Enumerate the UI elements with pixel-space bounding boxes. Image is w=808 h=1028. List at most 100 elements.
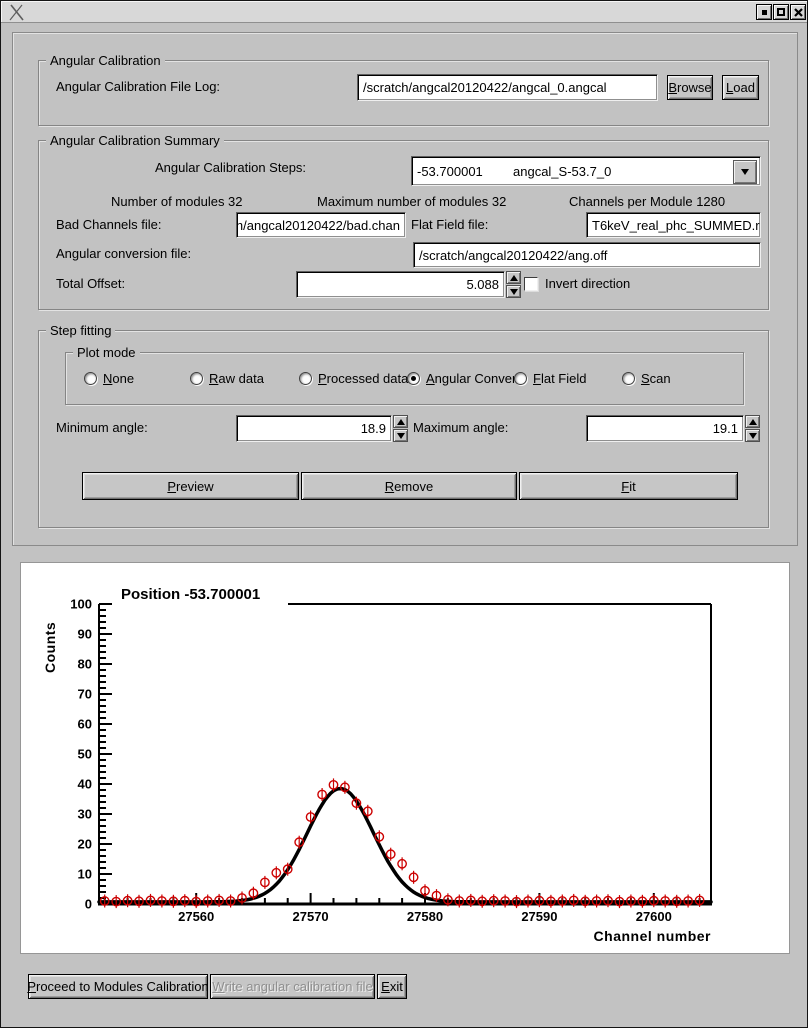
radio-plot-raw-data[interactable]: Raw data bbox=[190, 370, 264, 386]
steps-position-value: -53.700001 bbox=[417, 163, 483, 179]
radio-plot-none[interactable]: None bbox=[84, 370, 134, 386]
flat-field-input[interactable]: T6keV_real_phc_SUMMED.raw bbox=[586, 212, 761, 238]
spin-up-button[interactable] bbox=[393, 415, 408, 428]
close-button[interactable] bbox=[790, 4, 806, 20]
radio-label: Processed data bbox=[318, 370, 409, 386]
radio-plot-scan[interactable]: Scan bbox=[622, 370, 671, 386]
spin-up-button[interactable] bbox=[745, 415, 760, 428]
max-angle-label: Maximum angle: bbox=[413, 420, 509, 435]
group-title: Angular Calibration Summary bbox=[46, 133, 224, 148]
min-angle-input[interactable]: 18.9 bbox=[236, 415, 392, 442]
svg-text:27590: 27590 bbox=[521, 909, 557, 924]
minimize-button[interactable] bbox=[756, 4, 772, 20]
arrow-down-icon bbox=[396, 432, 405, 439]
invert-direction-checkbox[interactable] bbox=[524, 277, 538, 291]
radio-icon[interactable] bbox=[407, 371, 420, 385]
svg-text:40: 40 bbox=[78, 777, 92, 792]
svg-text:27580: 27580 bbox=[407, 909, 443, 924]
svg-text:20: 20 bbox=[78, 837, 92, 852]
radio-icon[interactable] bbox=[190, 371, 203, 385]
spin-up-button[interactable] bbox=[506, 271, 521, 284]
step-fitting-group bbox=[38, 330, 769, 528]
radio-label: Flat Field bbox=[533, 370, 587, 386]
titlebar[interactable] bbox=[1, 1, 807, 23]
svg-text:0: 0 bbox=[85, 897, 92, 912]
spin-down-button[interactable] bbox=[506, 285, 521, 298]
svg-text:60: 60 bbox=[78, 717, 92, 732]
spin-down-button[interactable] bbox=[745, 429, 760, 442]
svg-text:100: 100 bbox=[70, 597, 92, 612]
svg-text:Channel number: Channel number bbox=[594, 928, 712, 944]
close-icon bbox=[793, 7, 803, 17]
summary-group bbox=[38, 140, 769, 310]
file-log-value: /scratch/angcal20120422/angcal_0.angcal bbox=[363, 80, 607, 95]
max-modules-label: Maximum number of modules 32 bbox=[317, 194, 507, 209]
group-title: Angular Calibration bbox=[46, 53, 165, 68]
bad-channels-label: Bad Channels file: bbox=[56, 217, 162, 232]
radio-icon[interactable] bbox=[299, 371, 312, 385]
min-angle-label: Minimum angle: bbox=[56, 420, 148, 435]
plot-mode-group bbox=[65, 352, 744, 405]
svg-text:27570: 27570 bbox=[293, 909, 329, 924]
max-angle-input[interactable]: 19.1 bbox=[586, 415, 744, 442]
chevron-down-icon bbox=[741, 169, 749, 175]
arrow-up-icon bbox=[396, 418, 405, 425]
radio-icon[interactable] bbox=[84, 371, 97, 385]
total-offset-input[interactable]: 5.088 bbox=[296, 271, 505, 298]
steps-combobox[interactable]: -53.700001 angcal_S-53.7_0 bbox=[411, 156, 761, 186]
main-controls-panel bbox=[12, 32, 798, 546]
bad-channels-value: tch/angcal20120422/bad.chan bbox=[236, 217, 400, 233]
channels-per-module-label: Channels per Module 1280 bbox=[569, 194, 726, 209]
steps-label: Angular Calibration Steps: bbox=[155, 160, 307, 175]
group-title: Plot mode bbox=[73, 345, 140, 360]
x11-logo-icon bbox=[9, 4, 24, 21]
max-angle-stepper bbox=[745, 415, 760, 442]
chart-panel: 27560 27570 27580 27590 27600 0 10 20 30 40 50 60 70… bbox=[20, 562, 790, 954]
arrow-up-icon bbox=[748, 418, 757, 425]
svg-text:27600: 27600 bbox=[636, 909, 672, 924]
radio-plot-processed-data[interactable]: Processed data bbox=[299, 370, 408, 386]
svg-text:10: 10 bbox=[78, 867, 92, 882]
invert-direction-label: Invert direction bbox=[545, 276, 631, 291]
combo-dropdown-button[interactable] bbox=[733, 160, 757, 184]
svg-text:50: 50 bbox=[78, 747, 92, 762]
svg-text:70: 70 bbox=[78, 687, 92, 702]
num-modules-label: Number of modules 32 bbox=[111, 194, 243, 209]
radio-label: Scan bbox=[641, 370, 671, 386]
svg-text:90: 90 bbox=[78, 627, 92, 642]
min-angle-stepper bbox=[393, 415, 408, 442]
steps-name-value: angcal_S-53.7_0 bbox=[513, 163, 612, 179]
arrow-down-icon bbox=[748, 432, 757, 439]
bad-channels-input[interactable]: tch/angcal20120422/bad.chan bbox=[236, 212, 406, 238]
flat-field-label: Flat Field file: bbox=[411, 217, 489, 232]
ang-conv-input[interactable]: /scratch/angcal20120422/ang.off bbox=[413, 242, 761, 268]
radio-plot-flat-field[interactable]: Flat Field bbox=[514, 370, 586, 386]
file-log-input[interactable]: /scratch/angcal20120422/angcal_0.angcal bbox=[357, 74, 658, 101]
svg-text:80: 80 bbox=[78, 657, 92, 672]
radio-label: None bbox=[103, 370, 135, 386]
radio-plot-angular-conversion[interactable]: Angular Conver bbox=[407, 370, 516, 386]
arrow-up-icon bbox=[509, 274, 518, 281]
spin-down-button[interactable] bbox=[393, 429, 408, 442]
maximize-button[interactable] bbox=[773, 4, 789, 20]
calibration-plot: 27560 27570 27580 27590 27600 0 10 20 30 40 50 60 70… bbox=[42, 586, 713, 944]
arrow-down-icon bbox=[509, 288, 518, 295]
svg-text:Counts: Counts bbox=[42, 622, 58, 673]
maximize-icon bbox=[777, 8, 785, 16]
radio-icon[interactable] bbox=[622, 371, 635, 385]
radio-icon[interactable] bbox=[514, 371, 527, 385]
ang-conv-label: Angular conversion file: bbox=[56, 246, 192, 261]
minimize-icon bbox=[761, 9, 767, 15]
max-angle-value: 19.1 bbox=[712, 421, 738, 436]
total-offset-value: 5.088 bbox=[466, 277, 499, 292]
svg-text:Position -53.700001: Position -53.700001 bbox=[121, 586, 260, 603]
